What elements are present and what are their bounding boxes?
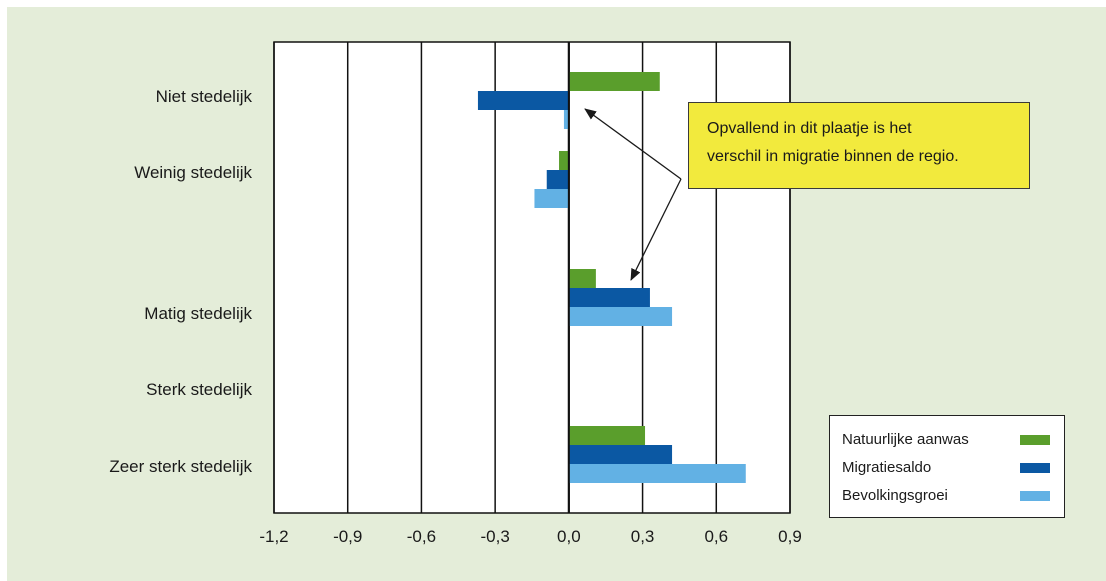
annotation-callout: Opvallend in dit plaatje is het verschil… [688,102,1030,189]
bar [563,110,569,129]
category-label: Zeer sterk stedelijk [109,457,252,476]
legend-label: Bevolkingsgroei [842,487,948,504]
category-label: Matig stedelijk [144,304,252,323]
bar [546,170,569,189]
legend-item-bevolkingsgroei: Bevolkingsgroei [842,485,948,507]
x-tick-label: -0,3 [480,527,509,546]
bar [568,288,650,307]
legend-label: Migratiesaldo [842,459,932,476]
annotation-line-2: verschil in migratie binnen de regio. [707,148,959,165]
bar [568,307,673,326]
bar [559,151,569,170]
category-label: Niet stedelijk [156,87,253,106]
category-label: Sterk stedelijk [146,380,252,399]
legend: Natuurlijke aanwas Migratiesaldo Bevolki… [829,415,1065,518]
legend-label: Natuurlijke aanwas [842,431,969,448]
legend-swatch-natuurlijke-aanwas [1020,435,1050,445]
legend-swatch-migratiesaldo [1020,463,1050,473]
category-label: Weinig stedelijk [134,163,252,182]
x-tick-label: -0,9 [333,527,362,546]
chart-panel: -1,2 -0,9 -0,6 -0,3 0,0 0,3 0,6 0,9 Niet stedeli… [7,7,1106,581]
bar [568,72,660,91]
x-tick-label: -1,2 [259,527,288,546]
annotation-arrow-2 [630,178,682,281]
x-tick-label: 0,9 [778,527,802,546]
x-tick-label: 0,3 [631,527,655,546]
bar [568,464,746,483]
annotation-arrow-1 [584,108,682,180]
legend-item-natuurlijke-aanwas: Natuurlijke aanwas [842,429,969,451]
bar [534,189,569,208]
bar [568,426,646,445]
bar [477,91,569,110]
x-tick-label: 0,0 [557,527,581,546]
annotation-line-1: Opvallend in dit plaatje is het [707,120,912,137]
bar [568,445,673,464]
legend-item-migratiesaldo: Migratiesaldo [842,457,931,479]
bar [568,269,596,288]
legend-swatch-bevolkingsgroei [1020,491,1050,501]
x-tick-label: 0,6 [704,527,728,546]
x-tick-label: -0,6 [407,527,436,546]
